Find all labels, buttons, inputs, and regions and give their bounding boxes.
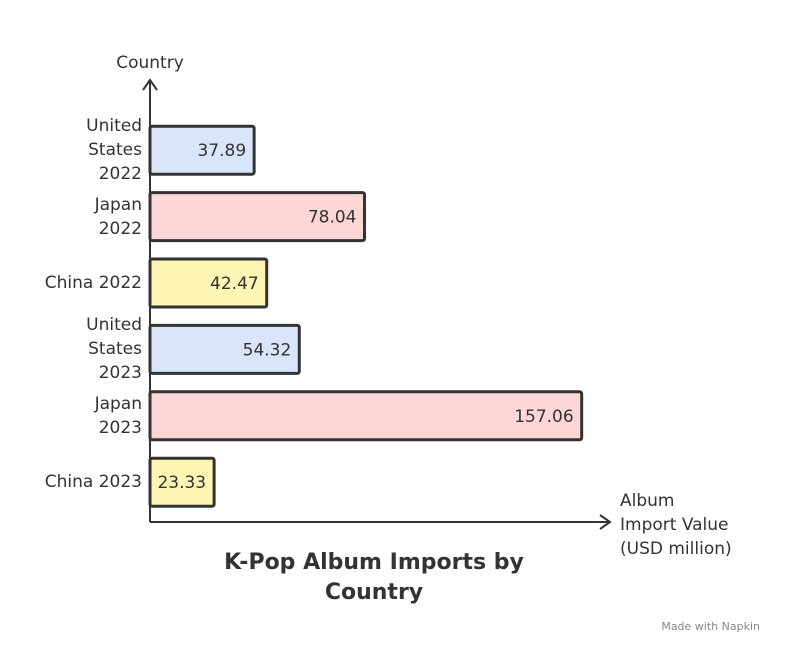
x-axis-label: Album Import Value (USD million) bbox=[620, 491, 732, 559]
x-axis-arrow bbox=[599, 514, 612, 530]
bar bbox=[148, 323, 301, 375]
bar bbox=[148, 124, 256, 176]
bar bbox=[148, 257, 269, 309]
chart-title: K-Pop Album Imports by Country bbox=[224, 550, 524, 605]
value-label: 157.06 bbox=[514, 407, 573, 427]
value-label: 37.89 bbox=[197, 141, 246, 161]
y-tick-label: China 2023 bbox=[44, 472, 142, 493]
bar bbox=[148, 191, 366, 243]
y-axis-arrow bbox=[142, 78, 158, 91]
value-label: 54.32 bbox=[243, 340, 292, 360]
bar bbox=[148, 390, 584, 442]
value-label: 42.47 bbox=[210, 274, 259, 294]
y-tick-label: China 2022 bbox=[44, 273, 142, 293]
bar bbox=[148, 456, 216, 508]
y-tick-label: Japan 2023 bbox=[94, 393, 142, 438]
y-axis-label: Country bbox=[116, 53, 184, 73]
y-tick-label: United States 2022 bbox=[86, 116, 142, 185]
value-label: 23.33 bbox=[157, 473, 206, 493]
y-tick-label: Japan 2022 bbox=[94, 194, 142, 239]
value-label: 78.04 bbox=[308, 208, 357, 228]
y-tick-label: United States 2023 bbox=[86, 315, 142, 384]
watermark: Made with Napkin bbox=[661, 620, 760, 633]
